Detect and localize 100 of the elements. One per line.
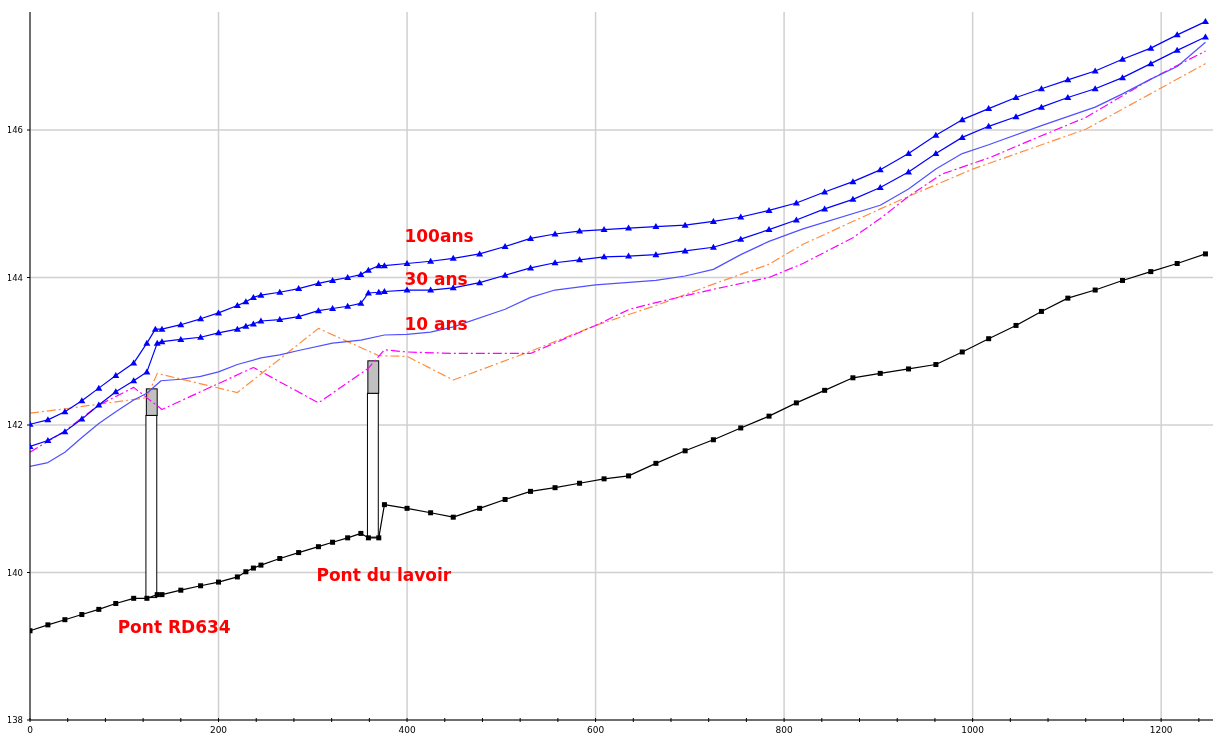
point	[1174, 260, 1180, 266]
y-tick-label: 138	[6, 715, 23, 725]
point	[1147, 44, 1155, 51]
point	[314, 307, 322, 314]
point	[143, 339, 151, 346]
point	[403, 259, 411, 266]
point	[257, 317, 265, 324]
point	[61, 408, 69, 415]
point	[905, 150, 913, 157]
point	[365, 535, 371, 541]
point	[450, 514, 456, 520]
annotation: 30 ans	[404, 269, 468, 290]
point	[61, 428, 69, 435]
point	[876, 166, 884, 173]
point	[198, 583, 204, 589]
annotation: 100ans	[404, 226, 474, 247]
point	[625, 252, 633, 259]
point	[600, 226, 608, 233]
point	[95, 401, 103, 408]
point	[143, 368, 151, 375]
point	[234, 574, 240, 580]
point	[249, 293, 257, 300]
point	[243, 569, 249, 575]
point	[375, 288, 383, 295]
point	[626, 473, 632, 479]
x-tick-label: 200	[209, 725, 228, 735]
point	[552, 485, 558, 491]
point	[1201, 33, 1209, 40]
point	[449, 254, 457, 261]
point	[216, 579, 222, 585]
point	[295, 313, 303, 320]
point	[653, 460, 659, 466]
y-tick-label: 146	[6, 125, 23, 135]
point	[296, 550, 302, 556]
point	[364, 266, 372, 273]
point	[1119, 55, 1127, 62]
point	[551, 259, 559, 266]
point	[1065, 295, 1071, 301]
point	[197, 333, 205, 340]
point	[233, 302, 241, 309]
point	[527, 234, 535, 241]
point	[476, 279, 484, 286]
point	[329, 276, 337, 283]
x-tick-label: 800	[775, 725, 793, 735]
point	[276, 288, 284, 295]
annotation: Pont RD634	[117, 617, 231, 638]
point	[1173, 31, 1181, 38]
point	[625, 224, 633, 231]
point	[197, 315, 205, 322]
point	[681, 221, 689, 228]
x-tick-label: 1200	[1149, 725, 1173, 735]
point	[1092, 287, 1098, 293]
point	[905, 168, 913, 175]
point	[1148, 269, 1154, 275]
point	[906, 366, 912, 372]
point	[178, 587, 184, 593]
point	[737, 235, 745, 242]
point	[1120, 277, 1126, 283]
point	[295, 285, 303, 292]
point	[62, 617, 68, 623]
point	[1038, 308, 1044, 314]
x-tick-label: 1000	[961, 725, 985, 735]
point	[1037, 85, 1045, 92]
point	[1119, 74, 1127, 81]
point	[427, 286, 435, 293]
point	[477, 505, 483, 511]
y-tick-label: 144	[6, 272, 23, 283]
point	[380, 262, 388, 269]
point	[130, 359, 138, 366]
point	[1037, 103, 1045, 110]
point	[112, 372, 120, 379]
y-tick-label: 142	[6, 420, 23, 430]
point	[932, 131, 940, 138]
point	[1012, 94, 1020, 101]
point	[113, 600, 119, 606]
point	[958, 133, 966, 140]
point	[315, 544, 321, 550]
point	[1012, 113, 1020, 120]
point	[876, 184, 884, 191]
point	[985, 105, 993, 112]
point	[276, 316, 284, 323]
point	[1201, 18, 1209, 25]
point	[765, 206, 773, 213]
point	[130, 377, 138, 384]
point	[159, 592, 165, 598]
point	[792, 199, 800, 206]
point	[765, 226, 773, 233]
point	[428, 510, 434, 516]
point	[1202, 251, 1208, 257]
annotation: 10 ans	[404, 314, 468, 335]
point	[242, 322, 250, 329]
point	[95, 384, 103, 391]
point	[850, 375, 856, 381]
point	[277, 555, 283, 561]
point	[380, 288, 388, 295]
point	[44, 436, 52, 443]
point	[215, 329, 223, 336]
point	[381, 502, 387, 508]
point	[849, 178, 857, 185]
point	[357, 299, 365, 306]
